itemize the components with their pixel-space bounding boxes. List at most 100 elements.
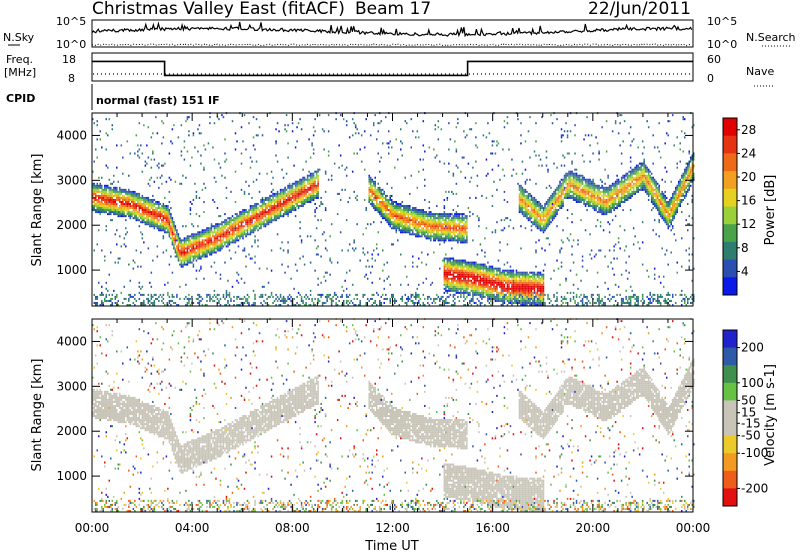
power-cell <box>119 213 121 215</box>
power-cell <box>283 300 285 302</box>
power-cell <box>101 300 103 302</box>
power-cell <box>295 209 297 211</box>
power-cell <box>402 227 404 229</box>
power-cell <box>393 296 395 298</box>
power-cell <box>139 193 141 195</box>
power-cell <box>447 264 449 266</box>
power-cell <box>349 243 351 245</box>
power-cell <box>202 245 204 247</box>
power-cell <box>151 207 153 209</box>
power-cell <box>277 205 279 207</box>
power-cell <box>119 193 121 195</box>
power-cell <box>248 253 250 255</box>
power-cell <box>504 290 506 292</box>
power-cell <box>349 302 351 304</box>
power-cell <box>391 221 393 223</box>
power-cell <box>462 264 464 266</box>
power-cell <box>495 298 497 300</box>
power-cell <box>435 235 437 237</box>
power-cell <box>197 251 199 253</box>
power-cell <box>441 215 443 217</box>
power-cell <box>106 195 108 197</box>
power-cell <box>328 114 330 116</box>
power-cell <box>492 296 494 298</box>
power-cell <box>206 241 208 243</box>
power-cell <box>501 276 503 278</box>
power-cell <box>316 197 318 199</box>
power-cell <box>400 217 402 219</box>
power-cell <box>391 201 393 203</box>
power-cell <box>236 219 238 221</box>
power-cell <box>226 235 228 237</box>
power-cell <box>427 302 429 304</box>
power-cell <box>403 217 405 219</box>
power-cell <box>493 268 495 270</box>
power-cell <box>125 233 127 235</box>
power-cell <box>516 286 518 288</box>
power-cell <box>158 225 160 227</box>
power-cell <box>405 231 407 233</box>
power-cell <box>523 302 525 304</box>
power-cell <box>239 215 241 217</box>
power-cell <box>451 262 453 264</box>
power-cell <box>218 163 220 165</box>
power-cell <box>127 203 129 205</box>
power-cell <box>137 150 139 152</box>
power-cell <box>352 284 354 286</box>
power-cell <box>444 213 446 215</box>
power-cell <box>459 221 461 223</box>
power-cell <box>520 199 522 201</box>
power-cell <box>379 161 381 163</box>
power-cell <box>514 302 516 304</box>
power-cell <box>344 189 346 191</box>
power-cell <box>296 126 298 128</box>
power-cell <box>460 284 462 286</box>
power-cell <box>408 225 410 227</box>
power-cell <box>460 276 462 278</box>
power-cell <box>100 197 102 199</box>
power-cell <box>516 284 518 286</box>
power-cell <box>275 215 277 217</box>
power-cell <box>251 219 253 221</box>
power-cell <box>161 209 163 211</box>
power-cell <box>454 229 456 231</box>
power-cell <box>278 209 280 211</box>
power-cell <box>367 223 369 225</box>
power-cell <box>391 223 393 225</box>
power-cell <box>310 177 312 179</box>
power-cell <box>507 280 509 282</box>
power-cell <box>298 195 300 197</box>
power-cell <box>95 193 97 195</box>
power-cell <box>377 187 379 189</box>
power-cell <box>107 134 109 136</box>
power-cell <box>519 288 521 290</box>
power-cell <box>226 231 228 233</box>
power-cell <box>487 286 489 288</box>
power-cell <box>505 288 507 290</box>
power-cell <box>519 272 521 274</box>
power-cell <box>459 217 461 219</box>
power-cell <box>236 217 238 219</box>
power-cell <box>429 207 431 209</box>
power-cell <box>390 195 392 197</box>
power-cell <box>433 300 435 302</box>
power-cell <box>217 235 219 237</box>
power-cell <box>136 211 138 213</box>
power-cell <box>433 239 435 241</box>
power-cell <box>396 205 398 207</box>
power-cell <box>450 290 452 292</box>
power-cell <box>214 294 216 296</box>
power-cell <box>386 215 388 217</box>
power-cell <box>248 302 250 304</box>
power-cell <box>274 211 276 213</box>
power-cell <box>486 290 488 292</box>
power-cell <box>269 213 271 215</box>
power-cell <box>227 239 229 241</box>
power-cell <box>496 270 498 272</box>
power-cell <box>229 292 231 294</box>
power-cell <box>501 229 503 231</box>
power-cell <box>487 173 489 175</box>
power-cell <box>307 177 309 179</box>
power-cell <box>322 203 324 205</box>
power-cell <box>356 223 358 225</box>
